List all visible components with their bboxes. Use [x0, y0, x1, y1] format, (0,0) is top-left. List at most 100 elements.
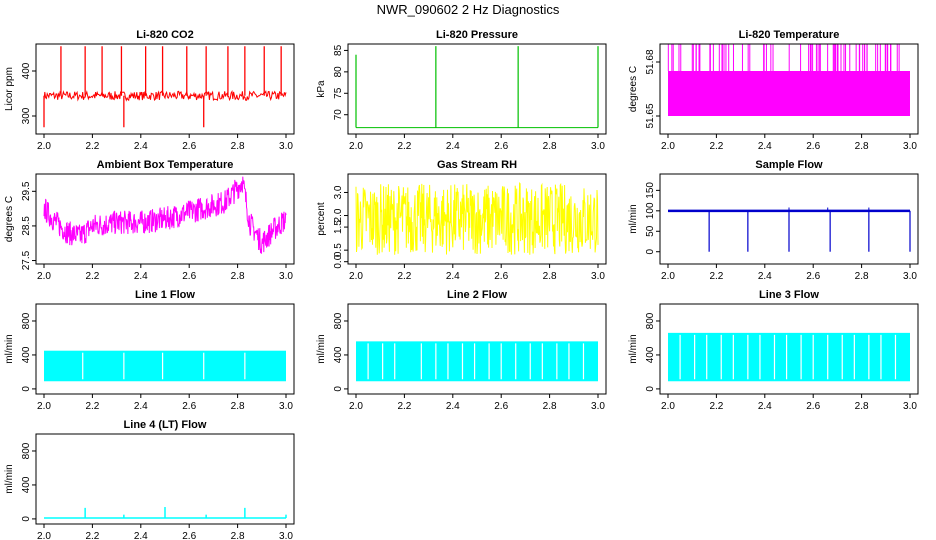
x-tick-label: 2.4 [758, 141, 772, 152]
x-tick-label: 2.2 [397, 141, 411, 152]
y-axis-label: Licor ppm [4, 67, 15, 111]
y-tick-label: 400 [21, 62, 32, 79]
plot-frame [347, 303, 607, 395]
x-tick-label: 2.4 [446, 401, 460, 412]
y-tick-label: 75 [333, 87, 344, 99]
x-tick-label: 2.2 [85, 401, 99, 412]
panel-title: Li-820 Temperature [739, 29, 840, 41]
y-tick-label: 100 [645, 202, 656, 219]
x-tick-label: 2.8 [855, 271, 869, 282]
y-tick-label: 0 [21, 516, 32, 522]
x-tick-label: 2.8 [855, 141, 869, 152]
plot-frame [35, 43, 295, 135]
x-tick-label: 2.2 [709, 271, 723, 282]
plot-frame [35, 173, 295, 265]
y-tick-label: 0 [645, 386, 656, 392]
x-tick-label: 2.4 [134, 271, 148, 282]
y-tick-label: 300 [21, 107, 32, 124]
plot-frame [35, 433, 295, 525]
x-tick-label: 2.0 [37, 531, 51, 540]
x-tick-label: 2.0 [37, 401, 51, 412]
x-tick-label: 2.0 [37, 141, 51, 152]
panel-title: Li-820 Pressure [436, 29, 518, 41]
x-tick-label: 2.8 [231, 271, 245, 282]
y-axis-label: kPa [316, 80, 327, 98]
x-tick-label: 3.0 [591, 401, 605, 412]
y-axis-label: ml/min [4, 334, 15, 363]
x-tick-label: 3.0 [903, 271, 917, 282]
y-axis-label: ml/min [316, 334, 327, 363]
plot-frame [659, 303, 919, 395]
x-tick-label: 2.0 [349, 401, 363, 412]
panel-8: Line 2 Flow ml/min 2.0 2.2 2.4 2.6 2.8 3.0 0 400 8… [316, 289, 607, 412]
y-tick-label: 0 [333, 386, 344, 392]
panel-title: Line 3 Flow [759, 289, 819, 301]
y-tick-label: 27.5 [21, 250, 32, 270]
x-tick-label: 2.4 [134, 531, 148, 540]
y-tick-label: 400 [21, 476, 32, 493]
y-tick-label: 2.0 [333, 208, 344, 222]
y-tick-label: 1.5 [333, 220, 344, 234]
y-tick-label: 0.5 [333, 243, 344, 257]
panel-title: Line 4 (LT) Flow [124, 419, 207, 431]
x-tick-label: 3.0 [279, 531, 293, 540]
x-tick-label: 2.8 [231, 531, 245, 540]
x-tick-label: 2.4 [134, 141, 148, 152]
plot-frame [659, 173, 919, 265]
x-tick-label: 2.8 [543, 271, 557, 282]
x-tick-label: 2.0 [661, 271, 675, 282]
panel-title: Gas Stream RH [437, 159, 517, 171]
panel-3: Li-820 Temperature degrees C 2.0 2.2 2.4 2.6 2… [628, 29, 919, 152]
x-tick-label: 2.6 [806, 271, 820, 282]
x-tick-label: 2.8 [855, 401, 869, 412]
figure-title: NWR_090602 2 Hz Diagnostics [376, 2, 560, 17]
x-tick-label: 2.6 [494, 401, 508, 412]
x-tick-label: 2.6 [182, 531, 196, 540]
x-tick-label: 3.0 [591, 141, 605, 152]
y-tick-label: 150 [645, 182, 656, 199]
y-tick-label: 400 [333, 346, 344, 363]
x-tick-label: 3.0 [279, 141, 293, 152]
x-tick-label: 3.0 [903, 141, 917, 152]
panel-2: Li-820 Pressure kPa 2.0 2.2 2.4 2.6 2.8 3.0 70 75… [316, 29, 607, 152]
x-tick-label: 2.6 [806, 141, 820, 152]
x-tick-label: 2.6 [494, 141, 508, 152]
panel-7: Line 1 Flow ml/min 2.0 2.2 2.4 2.6 2.8 3.0 0 400 8… [4, 289, 295, 412]
x-tick-label: 2.4 [134, 401, 148, 412]
panel-6: Sample Flow ml/min 2.0 2.2 2.4 2.6 2.8 3.0 0 50 10… [628, 159, 919, 282]
data-band [356, 341, 598, 382]
x-tick-label: 2.8 [231, 141, 245, 152]
panel-4: Ambient Box Temperature degrees C 2.0 2.2 2.… [4, 159, 295, 282]
x-tick-label: 2.2 [85, 141, 99, 152]
y-tick-label: 85 [333, 44, 344, 56]
data-line [43, 89, 287, 102]
panel-title: Sample Flow [755, 159, 823, 171]
x-tick-label: 2.8 [543, 401, 557, 412]
y-axis-label: ml/min [628, 204, 639, 233]
x-tick-label: 2.0 [349, 271, 363, 282]
y-tick-label: 28.5 [21, 216, 32, 236]
y-tick-label: 0 [21, 386, 32, 392]
y-tick-label: 400 [645, 346, 656, 363]
x-tick-label: 2.8 [231, 401, 245, 412]
x-tick-label: 2.6 [182, 141, 196, 152]
x-tick-label: 2.6 [494, 271, 508, 282]
panel-1: Li-820 CO2 Licor ppm 2.0 2.2 2.4 2.6 2.8 3.0 300… [4, 29, 295, 152]
x-tick-label: 2.6 [182, 271, 196, 282]
x-tick-label: 2.0 [37, 271, 51, 282]
data-line [43, 176, 287, 254]
x-tick-label: 2.8 [543, 141, 557, 152]
panel-10: Line 4 (LT) Flow ml/min 2.0 2.2 2.4 2.6 2.8 3.0… [4, 419, 295, 540]
y-axis-label: degrees C [4, 196, 15, 242]
y-tick-label: 51.68 [645, 49, 656, 74]
data-band [668, 71, 910, 116]
panel-title: Li-820 CO2 [136, 29, 193, 41]
y-tick-label: 0 [645, 249, 656, 255]
panel-title: Line 2 Flow [447, 289, 507, 301]
y-axis-label: ml/min [4, 464, 15, 493]
y-axis-label: ml/min [628, 334, 639, 363]
panel-5: Gas Stream RH percent 2.0 2.2 2.4 2.6 2.8 3.0 0.… [316, 159, 607, 282]
y-tick-label: 80 [333, 66, 344, 78]
x-tick-label: 2.6 [806, 401, 820, 412]
